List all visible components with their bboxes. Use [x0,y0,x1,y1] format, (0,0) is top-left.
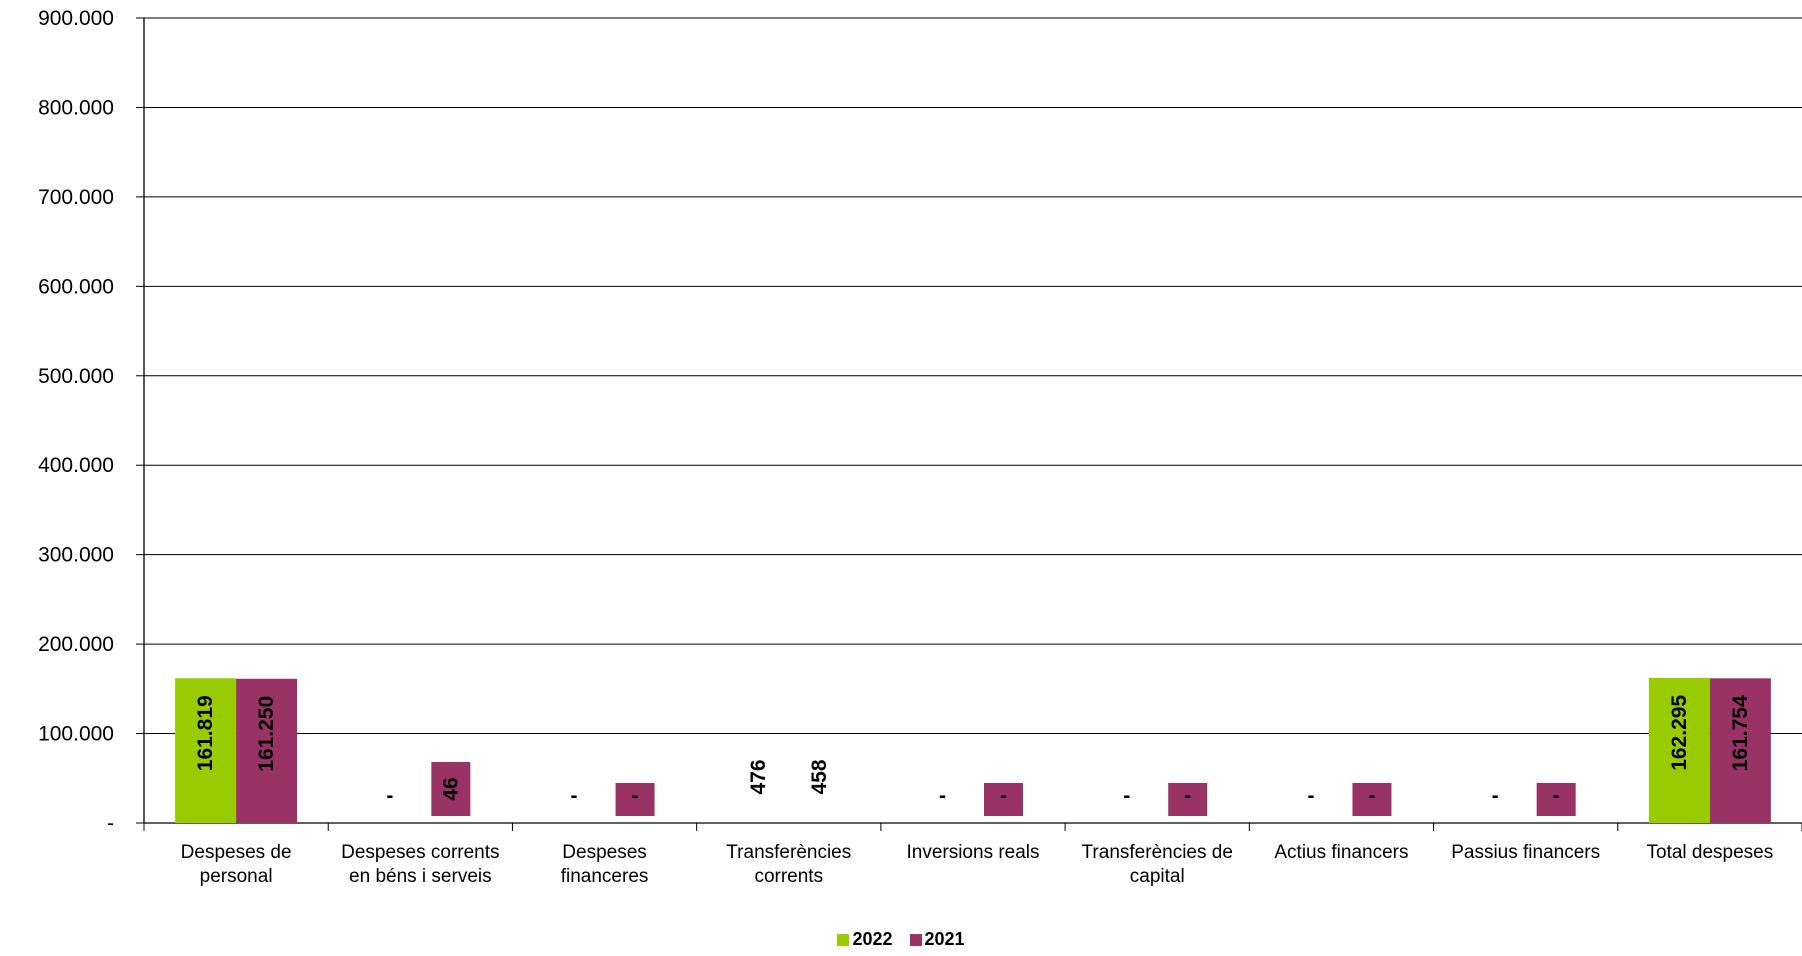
y-tick-label: 300.000 [38,544,114,567]
data-label-2021: - [1368,785,1375,808]
data-label-2022: - [939,785,946,808]
x-category-label: Despeses de [181,842,292,863]
y-tick-label: 100.000 [38,723,114,746]
data-label-2021: - [1000,785,1007,808]
bar-2021 [236,678,298,823]
bar-2022 [1648,677,1710,823]
legend-item-2021: 2021 [909,929,965,950]
data-label-2022: 162.295 [1668,695,1691,771]
data-label-2021: 458 [808,759,831,794]
x-category-label: corrents [754,866,823,887]
data-label-box-2021 [431,762,471,816]
data-label-2022: - [1492,785,1499,808]
data-label-2022: - [386,785,393,808]
legend: 2022 2021 [0,929,1802,951]
data-label-2022: 161.819 [194,695,217,771]
data-label-2021: 161.754 [1729,695,1752,771]
legend-item-2022: 2022 [837,929,892,950]
y-tick-label: 700.000 [38,186,114,209]
data-label-2022: - [1307,785,1314,808]
x-category-label: personal [200,866,273,887]
data-label-2022: - [571,785,578,808]
data-label-box-2021 [1352,783,1392,816]
x-category-label: en béns i serveis [349,866,492,887]
x-category-label: Transferències [726,842,851,863]
data-label-2022: 476 [747,759,770,794]
data-label-2021: 46 [439,777,462,800]
y-tick-label: 600.000 [38,275,114,298]
x-category-label: Despeses corrents [341,842,499,863]
y-tick-label: 900.000 [38,7,114,30]
y-tick-label: - [107,812,114,835]
legend-label-2021: 2021 [924,929,965,949]
legend-swatch-2021 [909,933,922,946]
x-category-label: Total despeses [1647,842,1774,863]
x-category-label: Passius financers [1451,842,1600,863]
x-category-label: Transferències de [1082,842,1233,863]
data-label-2021: 161.250 [255,696,278,772]
y-tick-label: 800.000 [38,96,114,119]
bar-2021 [1709,678,1771,823]
data-label-box-2021 [1168,783,1208,816]
data-label-box-2021 [1536,783,1576,816]
x-category-label: Actius financers [1274,842,1408,863]
legend-label-2022: 2022 [852,929,893,949]
x-category-label: Despeses [562,842,647,863]
y-tick-label: 400.000 [38,454,114,477]
data-label-box-2021 [984,783,1023,816]
legend-swatch-2022 [837,933,850,946]
data-label-2021: - [1184,785,1191,808]
data-label-2021: - [632,785,639,808]
data-label-box-2021 [615,783,655,816]
bar-2022 [175,678,237,823]
data-label-2022: - [1123,785,1130,808]
x-category-label: financeres [561,866,649,887]
x-category-label: Inversions reals [906,842,1039,863]
x-category-label: capital [1130,866,1185,887]
y-tick-label: 500.000 [38,365,114,388]
y-tick-label: 200.000 [38,633,114,656]
data-label-2021: - [1553,785,1560,808]
